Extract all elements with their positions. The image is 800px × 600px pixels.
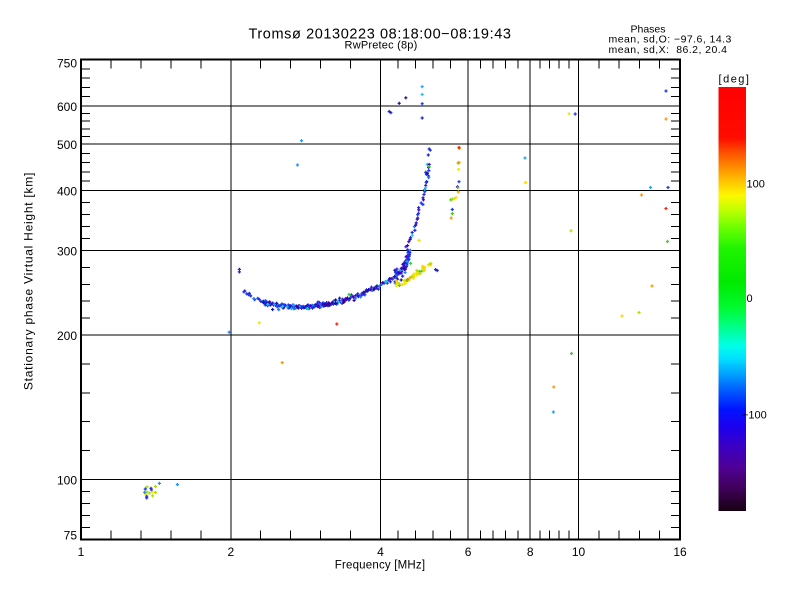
svg-text:RwPretec (8p): RwPretec (8p) <box>345 40 418 52</box>
svg-text:Frequency [MHz]: Frequency [MHz] <box>335 559 426 571</box>
svg-text:16: 16 <box>673 545 687 559</box>
svg-text:100: 100 <box>57 474 77 488</box>
svg-text:6: 6 <box>465 545 472 559</box>
svg-text:100: 100 <box>747 179 765 191</box>
svg-text:600: 600 <box>57 100 77 114</box>
svg-text:0: 0 <box>747 293 753 305</box>
svg-text:400: 400 <box>57 185 77 199</box>
svg-text:mean, sd,O: −97.6, 14.3: mean, sd,O: −97.6, 14.3 <box>609 33 732 45</box>
svg-text:750: 750 <box>57 57 77 71</box>
svg-text:200: 200 <box>57 329 77 343</box>
svg-text:8: 8 <box>527 545 534 559</box>
svg-text:mean, sd,X: 86.2, 20.4: mean, sd,X: 86.2, 20.4 <box>609 44 728 56</box>
svg-text:−100: −100 <box>742 409 767 421</box>
svg-text:[deg]: [deg] <box>719 74 751 86</box>
svg-text:2: 2 <box>227 545 234 559</box>
svg-text:300: 300 <box>57 245 77 259</box>
svg-text:Tromsø 20130223 08:18:00−08:19: Tromsø 20130223 08:18:00−08:19:43 <box>248 27 511 43</box>
svg-text:500: 500 <box>57 138 77 152</box>
svg-text:10: 10 <box>572 545 586 559</box>
svg-text:1: 1 <box>78 545 85 559</box>
svg-text:4: 4 <box>377 545 384 559</box>
svg-text:Stationary phase Virtual Heigh: Stationary phase Virtual Height [km] <box>22 172 36 390</box>
svg-text:75: 75 <box>64 528 78 542</box>
svg-text:Phases: Phases <box>631 23 666 35</box>
